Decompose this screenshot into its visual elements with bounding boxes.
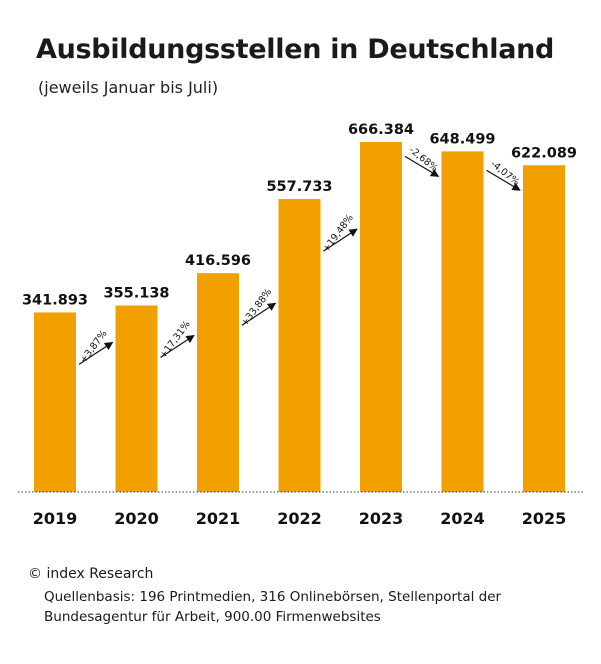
x-tick-2019: 2019 [33,509,78,528]
bar-2019 [34,312,76,492]
x-tick-2021: 2021 [196,509,241,528]
change-arrow-2022 [241,302,277,326]
value-label-2020: 355.138 [103,285,169,301]
bar-2025 [523,165,565,492]
change-arrow-2025 [486,169,521,191]
value-label-2019: 341.893 [22,292,88,308]
value-label-2024: 648.499 [429,131,495,147]
source-note: Quellenbasis: 196 Printmedien, 316 Onlin… [44,589,502,625]
bar-chart: 341.893 2019 355.138 2020 416.596 2021 557.733… [18,122,584,528]
x-tick-2022: 2022 [277,509,322,528]
value-label-2025: 622.089 [511,145,577,161]
chart-subtitle: (jeweils Januar bis Juli) [38,78,219,97]
change-arrow-2024 [404,155,440,177]
x-tick-2024: 2024 [440,509,485,528]
bar-2020 [115,305,158,492]
change-arrow-2023 [323,228,358,252]
value-label-2021: 416.596 [185,253,251,269]
change-label-2025: -4,07% [488,159,521,189]
copyright-line: © index Research [28,566,154,582]
bar-2024 [441,151,484,492]
x-tick-2023: 2023 [359,509,404,528]
x-tick-2025: 2025 [522,509,567,528]
change-arrow-2020 [78,341,114,365]
value-label-2022: 557.733 [266,179,332,195]
bar-2022 [278,199,321,492]
chart-title: Ausbildungsstellen in Deutschland [36,34,555,65]
change-label-2024: -2,68% [407,145,440,175]
bar-2021 [197,273,239,492]
value-label-2023: 666.384 [348,122,414,138]
x-tick-2020: 2020 [114,509,159,528]
change-arrow-2021 [160,334,195,358]
bar-2023 [360,142,402,492]
